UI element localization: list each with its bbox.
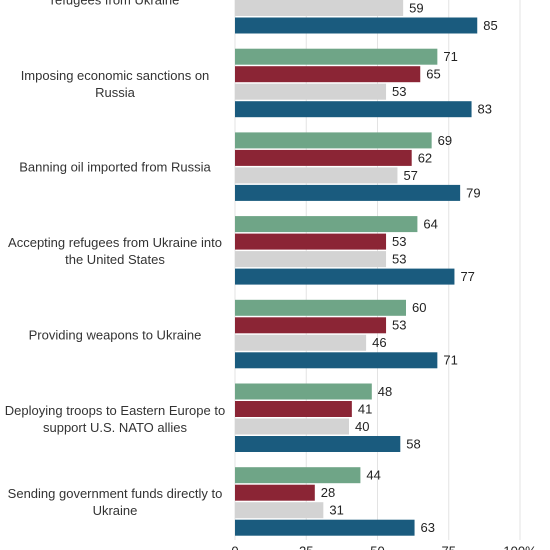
bar — [235, 48, 438, 65]
value-label: 77 — [460, 269, 474, 284]
bar — [235, 17, 478, 34]
value-label: 40 — [355, 419, 369, 434]
bar — [235, 352, 438, 369]
value-label: 53 — [392, 84, 406, 99]
bar — [235, 467, 361, 484]
value-label: 60 — [412, 300, 426, 315]
value-label: 62 — [418, 150, 432, 165]
bar — [235, 251, 387, 268]
category-label: Banning oil imported from Russia — [19, 159, 211, 175]
bar — [235, 66, 421, 83]
x-tick-label: 75 — [442, 543, 456, 550]
category-label: refugees from Ukraine — [50, 0, 180, 8]
value-label: 53 — [392, 318, 406, 333]
bar — [235, 436, 401, 452]
category-label: Accepting refugees from Ukraine into the… — [8, 235, 222, 268]
x-tick-label: 100% — [503, 543, 537, 550]
value-label: 28 — [321, 485, 335, 500]
bar — [235, 502, 324, 519]
value-label: 41 — [358, 401, 372, 416]
bar — [235, 268, 455, 285]
x-tick-label: 25 — [299, 543, 313, 550]
bar — [235, 401, 352, 417]
category-label: Providing weapons to Ukraine — [28, 327, 202, 343]
value-label: 64 — [423, 217, 437, 232]
value-label: 71 — [443, 353, 457, 368]
x-tick-label: 50 — [370, 543, 384, 550]
value-label: 57 — [403, 168, 417, 183]
bar — [235, 101, 472, 118]
bar — [235, 149, 412, 166]
category-label: Imposing economic sanctions on Russia — [20, 67, 210, 100]
bar — [235, 334, 367, 351]
bar — [235, 317, 387, 334]
category-label: Deploying troops to Eastern Europe to su… — [4, 402, 226, 435]
bar — [235, 0, 404, 16]
value-label: 48 — [378, 384, 392, 399]
value-label: 59 — [409, 0, 423, 15]
value-label: 83 — [478, 102, 492, 117]
value-label: 58 — [406, 436, 420, 451]
value-label: 53 — [392, 234, 406, 249]
value-label: 44 — [366, 468, 380, 483]
bar — [235, 383, 372, 400]
category-label: Sending government funds directly to Ukr… — [7, 486, 223, 519]
bar — [235, 519, 415, 536]
bar — [235, 167, 398, 184]
value-label: 85 — [483, 18, 497, 33]
value-label: 71 — [443, 49, 457, 64]
value-label: 53 — [392, 252, 406, 267]
value-label: 79 — [466, 185, 480, 200]
value-label: 69 — [438, 133, 452, 148]
value-label: 31 — [329, 503, 343, 518]
bar — [235, 83, 387, 100]
value-label: 65 — [426, 67, 440, 82]
bar — [235, 299, 406, 316]
bar — [235, 484, 315, 501]
bar — [235, 132, 432, 149]
bar — [235, 216, 418, 233]
bar — [235, 418, 349, 435]
x-tick-label: 0 — [231, 543, 238, 550]
bar — [235, 233, 387, 250]
value-label: 46 — [372, 335, 386, 350]
bar — [235, 184, 461, 201]
value-label: 63 — [421, 520, 435, 535]
